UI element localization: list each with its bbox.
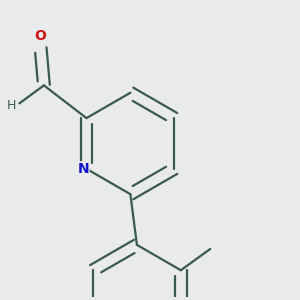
Text: N: N xyxy=(77,162,89,176)
Text: H: H xyxy=(7,98,16,112)
Text: O: O xyxy=(35,29,46,43)
Text: N: N xyxy=(77,162,89,176)
